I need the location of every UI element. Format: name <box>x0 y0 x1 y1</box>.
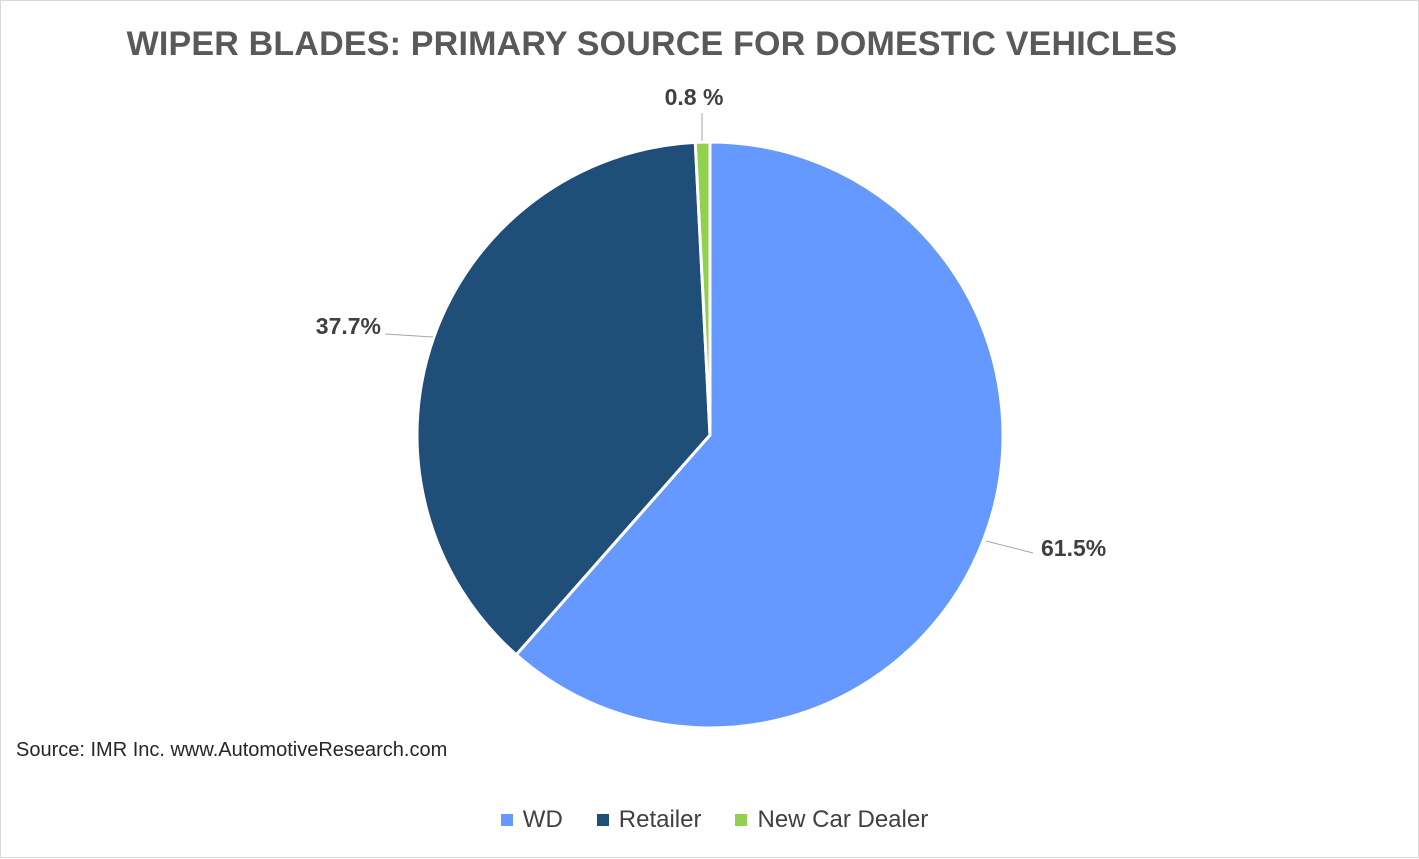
legend-label: New Car Dealer <box>757 806 929 833</box>
leader-line-retailer <box>384 333 434 338</box>
legend-label: Retailer <box>618 806 702 833</box>
data-label-new-car-dealer: 0.8 % <box>665 84 724 110</box>
legend-label: WD <box>522 806 563 833</box>
leader-line-wd <box>985 540 1034 554</box>
pie-slice-retailer <box>415 140 712 657</box>
legend-item-new-car-dealer: New Car Dealer <box>735 806 928 834</box>
legend-swatch <box>596 814 609 826</box>
chart-title: WIPER BLADES: PRIMARY SOURCE FOR DOMESTI… <box>126 25 1178 63</box>
chart-legend: WD Retailer New Car Dealer <box>1 806 1419 834</box>
legend-item-retailer: Retailer <box>596 806 702 834</box>
pie-slice-wd <box>514 140 1005 730</box>
data-label-retailer: 37.7% <box>316 313 381 339</box>
source-note: Source: IMR Inc. www.AutomotiveResearch.… <box>16 739 448 761</box>
data-label-wd: 61.5% <box>1041 535 1106 561</box>
pie-slice-new-car-dealer <box>693 140 712 437</box>
legend-swatch <box>735 814 748 826</box>
legend-swatch <box>500 814 513 826</box>
legend-item-wd: WD <box>500 806 563 834</box>
